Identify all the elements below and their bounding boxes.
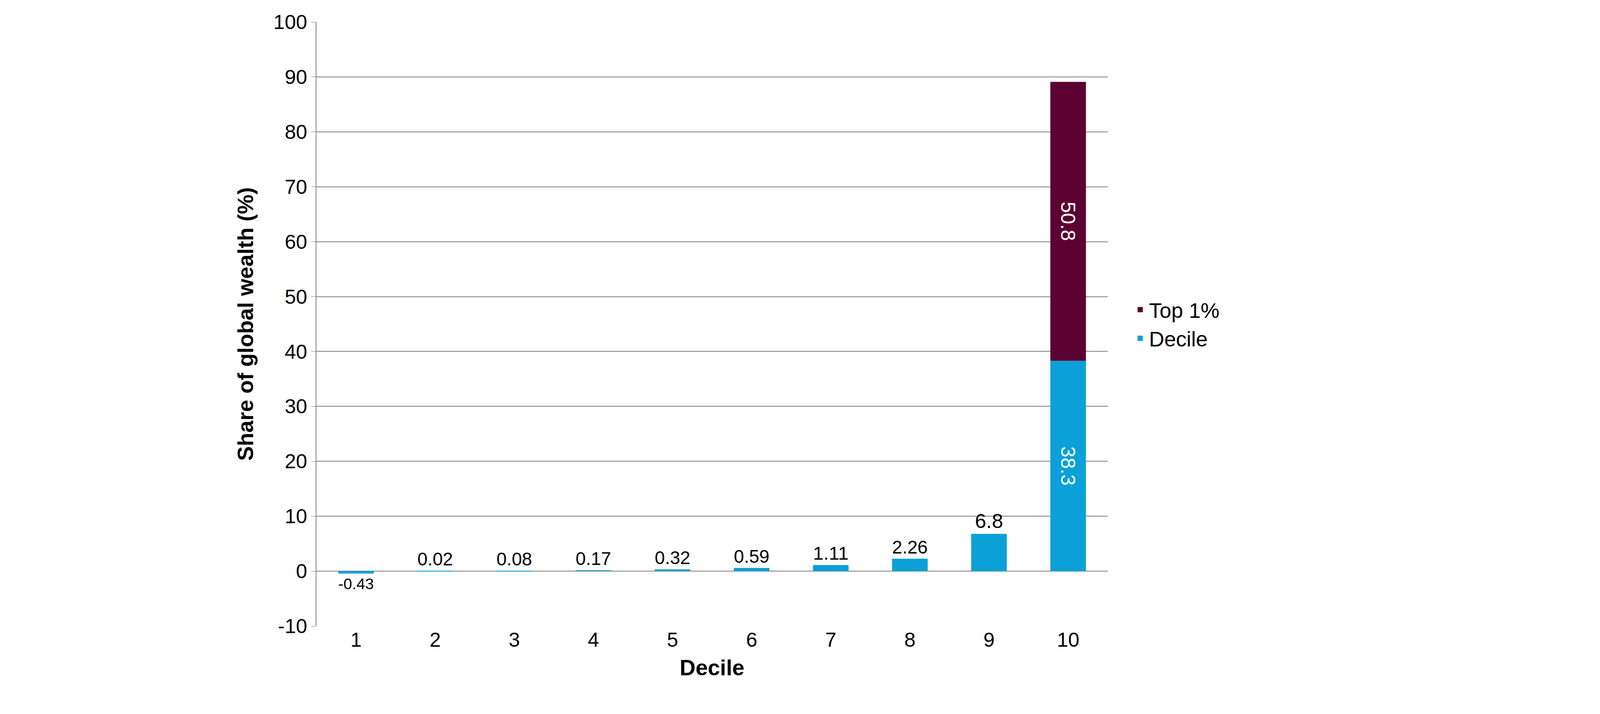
svg-text:10: 10 (284, 504, 308, 528)
svg-text:0.17: 0.17 (575, 548, 612, 569)
svg-text:5: 5 (666, 628, 679, 651)
svg-text:Top 1%: Top 1% (1149, 298, 1220, 323)
svg-text:2.26: 2.26 (892, 536, 928, 558)
svg-text:0.02: 0.02 (417, 548, 454, 570)
svg-text:2: 2 (429, 628, 441, 651)
svg-text:8: 8 (904, 628, 916, 651)
svg-text:0: 0 (295, 559, 308, 583)
svg-text:0.32: 0.32 (654, 547, 691, 568)
svg-text:9: 9 (983, 628, 995, 651)
svg-text:-0.43: -0.43 (338, 574, 375, 593)
svg-text:7: 7 (825, 628, 837, 651)
svg-text:4: 4 (587, 628, 600, 651)
svg-text:Decile: Decile (679, 655, 745, 680)
svg-text:-10: -10 (277, 614, 307, 638)
svg-text:6.8: 6.8 (974, 509, 1004, 533)
svg-text:100: 100 (273, 10, 308, 34)
svg-text:6: 6 (745, 628, 758, 651)
svg-text:0.59: 0.59 (734, 545, 770, 567)
svg-text:80: 80 (284, 120, 308, 144)
svg-text:40: 40 (284, 340, 308, 364)
svg-text:1: 1 (350, 628, 362, 651)
svg-text:38.3: 38.3 (1056, 446, 1080, 486)
svg-text:1.11: 1.11 (813, 542, 849, 564)
svg-text:10: 10 (1056, 628, 1080, 651)
svg-text:30: 30 (284, 394, 308, 418)
svg-text:0.08: 0.08 (496, 548, 533, 570)
svg-text:Decile: Decile (1149, 327, 1208, 351)
svg-text:50.8: 50.8 (1056, 201, 1080, 242)
svg-text:60: 60 (284, 230, 308, 254)
svg-text:50: 50 (284, 285, 308, 309)
svg-text:90: 90 (284, 65, 308, 89)
svg-text:Share of global wealth (%): Share of global wealth (%) (233, 187, 259, 461)
svg-text:70: 70 (284, 175, 308, 199)
svg-text:20: 20 (284, 449, 308, 473)
svg-text:3: 3 (508, 628, 520, 651)
